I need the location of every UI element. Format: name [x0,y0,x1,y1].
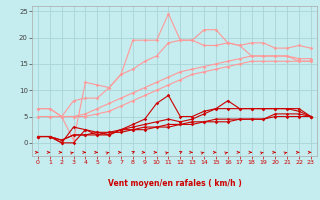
X-axis label: Vent moyen/en rafales ( km/h ): Vent moyen/en rafales ( km/h ) [108,179,241,188]
